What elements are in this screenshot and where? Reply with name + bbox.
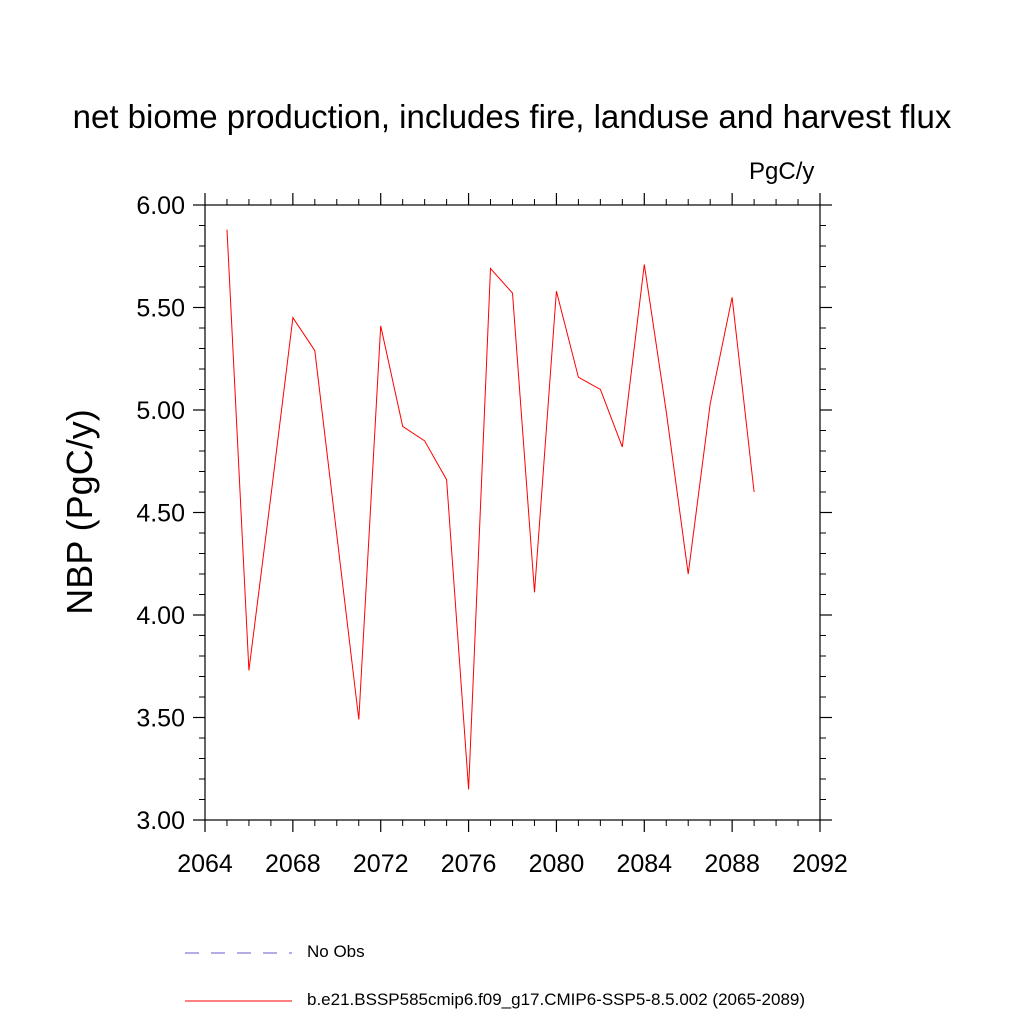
x-tick-label: 2068 [265,850,321,878]
y-tick-label: 4.50 [136,500,185,528]
y-axis-label: NBP (PgC/y) [59,409,100,614]
y-tick-labels: 3.00 3.50 4.00 4.50 5.00 5.50 6.00 [136,192,185,835]
units-label: PgC/y [749,158,815,185]
x-tick-labels: 2064 2068 2072 2076 2080 2084 2088 2092 [177,850,848,878]
series-lines [226,229,755,790]
x-tick-label: 2064 [177,850,233,878]
series-line [226,229,755,790]
y-tick-label: 3.50 [136,705,185,733]
legend-label-no-obs: No Obs [307,942,365,961]
y-tick-label: 5.00 [136,397,185,425]
y-tick-label: 3.00 [136,807,185,835]
x-tick-label: 2072 [353,850,409,878]
x-tick-label: 2076 [441,850,497,878]
chart-title: net biome production, includes fire, lan… [72,98,952,135]
x-tick-label: 2088 [704,850,760,878]
legend-label-model: b.e21.BSSP585cmip6.f09_g17.CMIP6-SSP5-8.… [307,990,806,1009]
axis-ticks [193,193,832,832]
x-tick-label: 2080 [529,850,585,878]
x-tick-label: 2084 [616,850,672,878]
y-tick-label: 5.50 [136,295,185,323]
y-tick-label: 6.00 [136,192,185,220]
y-tick-label: 4.00 [136,602,185,630]
x-tick-label: 2092 [792,850,848,878]
